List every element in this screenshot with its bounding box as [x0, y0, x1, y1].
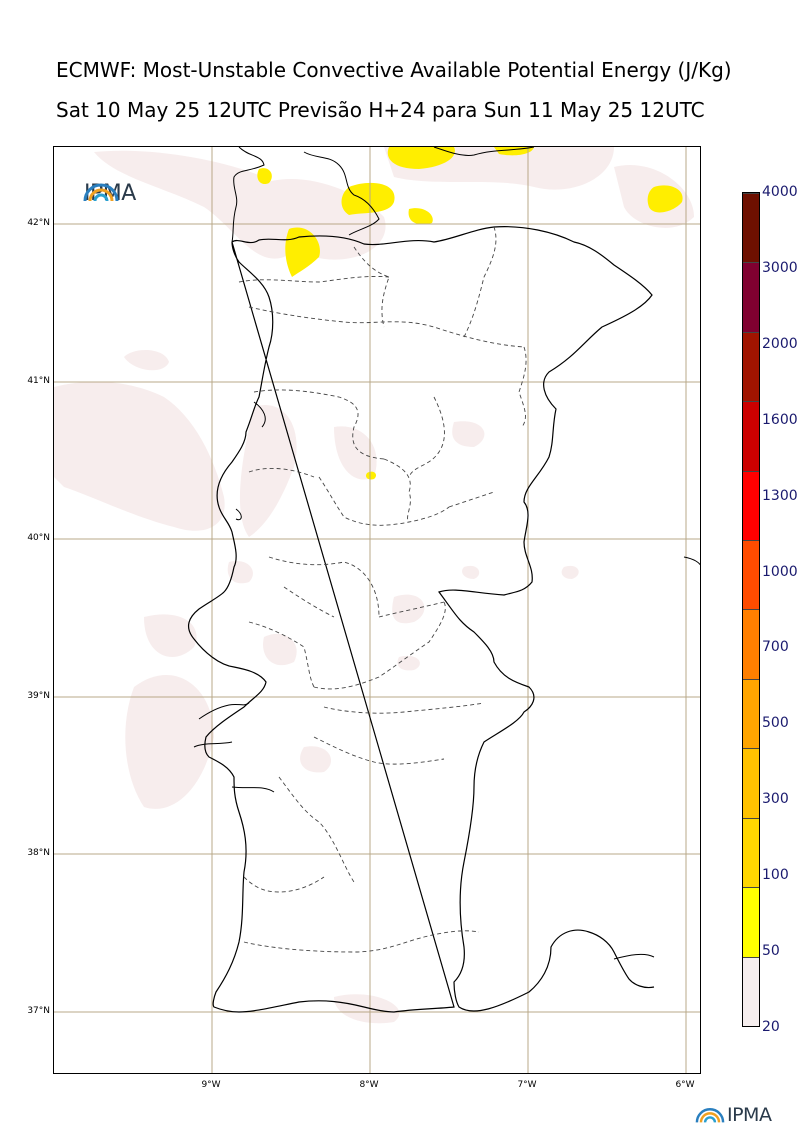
- colorbar-label: 300: [762, 791, 789, 808]
- lon-label-8w: 8°W: [359, 1080, 379, 1090]
- colorbar-segment: [743, 401, 759, 471]
- district-borders: [238, 226, 527, 953]
- lon-label-9w: 9°W: [201, 1080, 221, 1090]
- graticule: [54, 147, 700, 1073]
- colorbar-label: 1000: [762, 563, 798, 580]
- colorbar-segment: [743, 192, 759, 263]
- colorbar-segment: [743, 331, 759, 402]
- colorbar-segment: [743, 540, 759, 610]
- chart-title: ECMWF: Most-Unstable Convective Availabl…: [56, 58, 732, 82]
- rainbow-icon: [695, 1108, 725, 1123]
- lat-label-41: 41°N: [27, 376, 50, 386]
- logo-text: IPMA: [727, 1104, 772, 1126]
- map-svg: [54, 147, 700, 1073]
- lat-label-39: 39°N: [27, 691, 50, 701]
- cape-yellow-field: [257, 147, 683, 480]
- colorbar-label: 700: [762, 639, 789, 656]
- lon-label-6w: 6°W: [675, 1080, 695, 1090]
- tagus-estuary: [193, 401, 275, 793]
- lat-label-40: 40°N: [27, 533, 50, 543]
- colorbar-segment: [743, 609, 759, 679]
- colorbar: [742, 192, 760, 1027]
- lon-label-7w: 7°W: [517, 1080, 537, 1090]
- portugal-coastline: [187, 226, 655, 1013]
- colorbar-label: 1300: [762, 487, 798, 504]
- ipma-map-logo: IPMA: [82, 181, 136, 206]
- colorbar-label: 20: [762, 1019, 780, 1035]
- lat-label-38: 38°N: [27, 848, 50, 858]
- colorbar-segment: [743, 956, 759, 1026]
- spain-coastline: [231, 147, 700, 960]
- rainbow-icon: [83, 183, 119, 202]
- colorbar-segment: [743, 748, 759, 818]
- colorbar-segment: [743, 817, 759, 888]
- colorbar-label: 1600: [762, 411, 798, 428]
- colorbar-label: 50: [762, 943, 780, 960]
- colorbar-segment: [743, 470, 759, 541]
- cape-low-field: [54, 147, 694, 1024]
- colorbar-label: 4000: [762, 184, 798, 200]
- colorbar-label: 3000: [762, 259, 798, 276]
- map-panel: IPMA: [53, 146, 701, 1074]
- ipma-footer-logo: IPMA: [694, 1104, 772, 1126]
- colorbar-label: 500: [762, 715, 789, 732]
- lat-label-42: 42°N: [27, 218, 50, 228]
- colorbar-label: 2000: [762, 335, 798, 352]
- colorbar-segment: [743, 887, 759, 957]
- colorbar-label: 100: [762, 867, 789, 884]
- chart-subtitle: Sat 10 May 25 12UTC Previsão H+24 para S…: [56, 98, 705, 122]
- colorbar-segment: [743, 262, 759, 332]
- colorbar-segment: [743, 678, 759, 749]
- lat-label-37: 37°N: [27, 1006, 50, 1016]
